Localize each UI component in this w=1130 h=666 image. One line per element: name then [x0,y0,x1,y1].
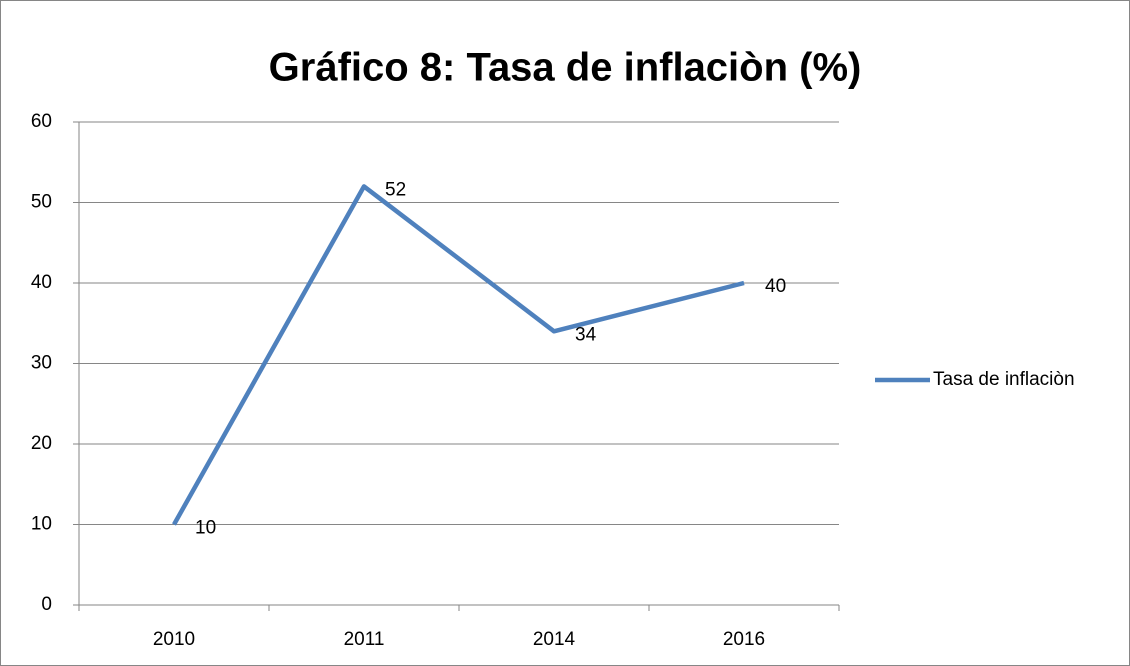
x-tick-label: 2016 [723,629,765,650]
x-tick-label: 2011 [344,629,385,650]
line-series [172,184,745,526]
x-tick-label: 2010 [153,629,195,650]
y-tick-label: 30 [31,353,52,374]
y-tick-label: 60 [31,111,52,132]
y-tick-label: 20 [31,433,52,454]
data-label: 10 [195,518,216,539]
chart-title: Gráfico 8: Tasa de inflaciòn (%) [269,46,862,90]
x-tick-label: 2014 [533,629,576,650]
data-label: 40 [765,276,786,297]
y-tick-label: 10 [31,514,52,535]
y-tick-label: 40 [31,272,52,293]
legend-label: Tasa de inflaciòn [933,369,1075,390]
data-label: 52 [385,179,406,200]
y-tick-label: 0 [41,594,52,615]
y-tick-label: 50 [31,192,52,213]
data-label: 34 [575,324,597,345]
